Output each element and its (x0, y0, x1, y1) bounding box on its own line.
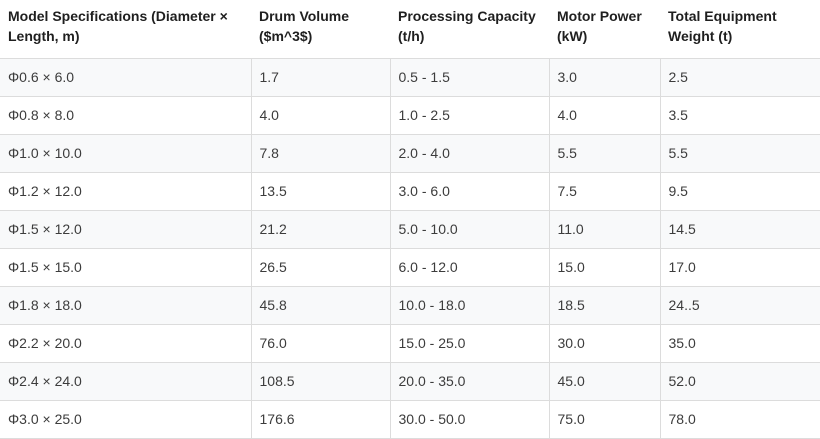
cell-model: Φ3.0 × 25.0 (0, 400, 252, 439)
table-header: Model Specifications (Diameter × Length,… (0, 0, 820, 59)
cell-motor-power: 30.0 (549, 324, 661, 363)
cell-motor-power: 45.0 (549, 362, 661, 401)
cell-capacity: 2.0 - 4.0 (390, 134, 550, 173)
cell-capacity: 20.0 - 35.0 (390, 362, 550, 401)
table-row: Φ1.5 × 12.0 21.2 5.0 - 10.0 11.0 14.5 (0, 210, 820, 249)
cell-drum-volume: 4.0 (251, 96, 391, 135)
table-row: Φ2.2 × 20.0 76.0 15.0 - 25.0 30.0 35.0 (0, 324, 820, 363)
cell-drum-volume: 108.5 (251, 362, 391, 401)
cell-model: Φ1.5 × 12.0 (0, 210, 252, 249)
cell-motor-power: 5.5 (549, 134, 661, 173)
cell-drum-volume: 45.8 (251, 286, 391, 325)
table-row: Φ3.0 × 25.0 176.6 30.0 - 50.0 75.0 78.0 (0, 400, 820, 439)
cell-motor-power: 15.0 (549, 248, 661, 287)
cell-weight: 14.5 (660, 210, 820, 249)
cell-model: Φ1.2 × 12.0 (0, 172, 252, 211)
cell-drum-volume: 1.7 (251, 58, 391, 97)
header-model-specifications: Model Specifications (Diameter × Length,… (0, 0, 251, 59)
cell-weight: 9.5 (660, 172, 820, 211)
table-row: Φ1.0 × 10.0 7.8 2.0 - 4.0 5.5 5.5 (0, 134, 820, 173)
table-row: Φ1.8 × 18.0 45.8 10.0 - 18.0 18.5 24..5 (0, 286, 820, 325)
cell-model: Φ0.8 × 8.0 (0, 96, 252, 135)
cell-capacity: 0.5 - 1.5 (390, 58, 550, 97)
table-row: Φ0.8 × 8.0 4.0 1.0 - 2.5 4.0 3.5 (0, 96, 820, 135)
cell-weight: 78.0 (660, 400, 820, 439)
cell-drum-volume: 76.0 (251, 324, 391, 363)
cell-model: Φ1.0 × 10.0 (0, 134, 252, 173)
cell-capacity: 30.0 - 50.0 (390, 400, 550, 439)
cell-drum-volume: 26.5 (251, 248, 391, 287)
cell-weight: 5.5 (660, 134, 820, 173)
cell-model: Φ0.6 × 6.0 (0, 58, 252, 97)
table-row: Φ1.2 × 12.0 13.5 3.0 - 6.0 7.5 9.5 (0, 172, 820, 211)
cell-model: Φ2.4 × 24.0 (0, 362, 252, 401)
table-body: Φ0.6 × 6.0 1.7 0.5 - 1.5 3.0 2.5 Φ0.8 × 8.0 4.… (0, 58, 820, 439)
table-row: Φ1.5 × 15.0 26.5 6.0 - 12.0 15.0 17.0 (0, 248, 820, 287)
header-drum-volume: Drum Volume ($m^3$) (251, 0, 390, 59)
cell-motor-power: 18.5 (549, 286, 661, 325)
cell-drum-volume: 176.6 (251, 400, 391, 439)
cell-capacity: 10.0 - 18.0 (390, 286, 550, 325)
cell-model: Φ1.8 × 18.0 (0, 286, 252, 325)
cell-weight: 17.0 (660, 248, 820, 287)
header-processing-capacity: Processing Capacity (t/h) (390, 0, 549, 59)
cell-motor-power: 4.0 (549, 96, 661, 135)
table-row: Φ2.4 × 24.0 108.5 20.0 - 35.0 45.0 52.0 (0, 362, 820, 401)
cell-weight: 24..5 (660, 286, 820, 325)
cell-motor-power: 7.5 (549, 172, 661, 211)
cell-capacity: 3.0 - 6.0 (390, 172, 550, 211)
cell-drum-volume: 7.8 (251, 134, 391, 173)
cell-drum-volume: 21.2 (251, 210, 391, 249)
cell-capacity: 5.0 - 10.0 (390, 210, 550, 249)
cell-weight: 35.0 (660, 324, 820, 363)
header-row: Model Specifications (Diameter × Length,… (0, 0, 820, 59)
cell-capacity: 6.0 - 12.0 (390, 248, 550, 287)
header-motor-power: Motor Power (kW) (549, 0, 660, 59)
header-total-weight: Total Equipment Weight (t) (660, 0, 820, 59)
cell-weight: 3.5 (660, 96, 820, 135)
cell-motor-power: 11.0 (549, 210, 661, 249)
cell-motor-power: 75.0 (549, 400, 661, 439)
cell-model: Φ2.2 × 20.0 (0, 324, 252, 363)
cell-capacity: 1.0 - 2.5 (390, 96, 550, 135)
cell-capacity: 15.0 - 25.0 (390, 324, 550, 363)
table-row: Φ0.6 × 6.0 1.7 0.5 - 1.5 3.0 2.5 (0, 58, 820, 97)
cell-model: Φ1.5 × 15.0 (0, 248, 252, 287)
cell-drum-volume: 13.5 (251, 172, 391, 211)
cell-weight: 52.0 (660, 362, 820, 401)
cell-motor-power: 3.0 (549, 58, 661, 97)
cell-weight: 2.5 (660, 58, 820, 97)
